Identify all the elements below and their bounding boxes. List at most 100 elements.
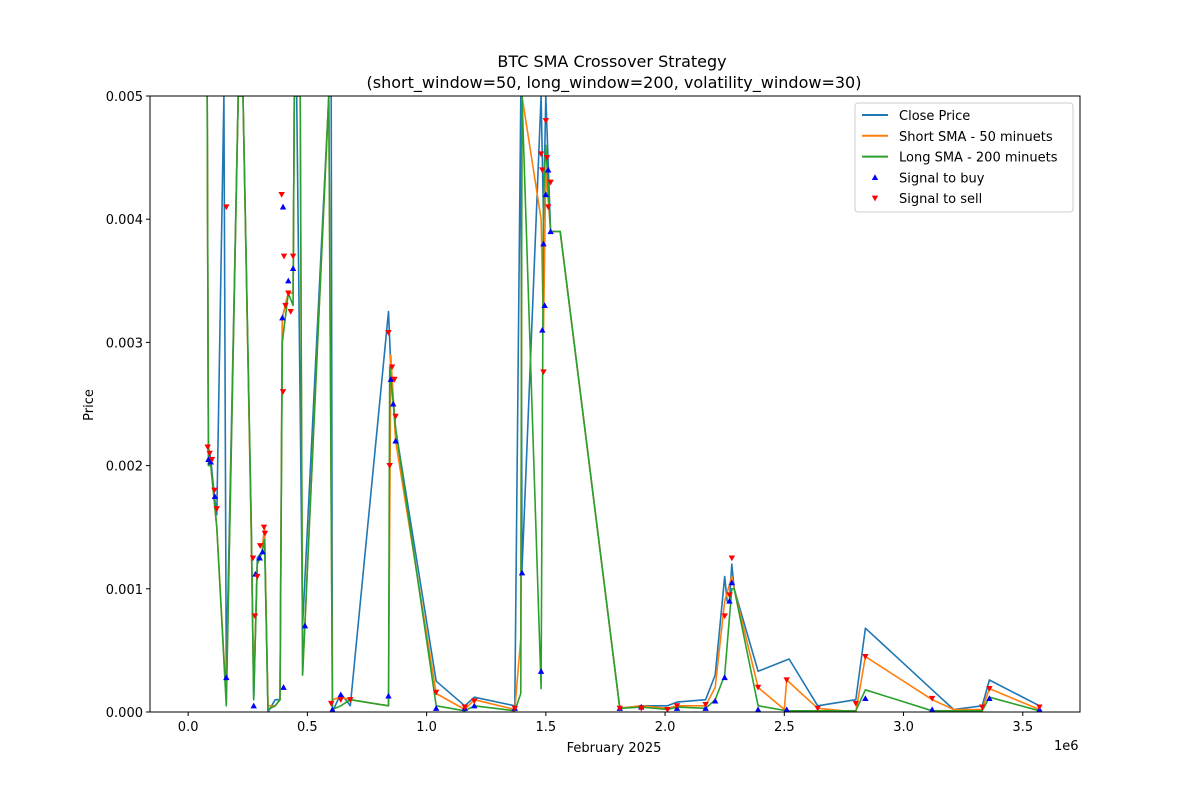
sell-signal-marker [471, 698, 478, 705]
sell-signal-marker [542, 118, 550, 124]
buy-signal-marker [385, 692, 392, 699]
y-axis: 0.000 0.001 0.002 0.003 0.004 0.005 [106, 90, 150, 721]
buy-signal-marker [862, 695, 869, 702]
x-axis-offset-text: 1e6 [1054, 739, 1079, 754]
sell-signal-marker [337, 697, 344, 703]
sell-signal-marker [261, 530, 269, 537]
y-tick-label: 0.003 [106, 336, 143, 351]
buy-signal-marker [721, 674, 728, 681]
y-axis-label: Price [82, 389, 97, 421]
buy-signal-marker [537, 668, 545, 674]
buy-signal-marker [542, 191, 550, 198]
x-tick-label: 1.0 [416, 720, 437, 735]
sell-signal-marker [511, 705, 519, 712]
buy-signal-marker [728, 579, 736, 586]
buy-signal-marker [207, 458, 215, 465]
legend: Close Price Short SMA - 50 minuets Long SM… [854, 102, 1074, 213]
sell-signal-marker [211, 487, 218, 494]
buy-signal-marker [547, 228, 554, 235]
x-tick-label: 1.5 [536, 720, 557, 735]
sell-signal-marker [537, 151, 545, 158]
sell-signal-marker [979, 704, 986, 711]
x-axis: 0.0 0.5 1.0 1.5 2.0 2.5 3.0 3.5 [178, 712, 1033, 735]
buy-signal-marker [432, 705, 440, 711]
buy-signal-marker [387, 376, 395, 382]
x-tick-label: 2.0 [655, 720, 676, 735]
buy-signal-marker [337, 691, 344, 698]
chart-title: BTC SMA Crossover Strategy [497, 52, 726, 71]
sell-signal-marker [673, 703, 681, 710]
plot-frame [149, 95, 1081, 713]
sell-signal-marker [260, 524, 268, 531]
legend-label-close-price: Close Price [899, 109, 970, 124]
buy-signal-marker [702, 705, 709, 711]
sell-signal-marker [814, 705, 821, 712]
y-tick-label: 0.005 [106, 90, 143, 105]
buy-signal-marker [783, 706, 790, 712]
sell-signal-marker [392, 413, 399, 420]
buy-signal-marker [285, 277, 292, 284]
sell-signal-marker [547, 179, 554, 186]
buy-signal-marker [754, 706, 762, 712]
sell-signal-marker [726, 592, 733, 599]
sell-signal-marker [543, 155, 551, 161]
sell-signal-marker [721, 613, 728, 620]
sell-signal-marker [432, 689, 440, 696]
sell-signal-marker [328, 700, 335, 707]
sell-signal-marker [278, 192, 285, 198]
buy-signal-marker [289, 265, 297, 272]
sell-signal-marker [664, 706, 671, 712]
sell-signal-marker [213, 506, 220, 512]
sell-signal-marker [287, 309, 294, 315]
legend-label-signal-to-sell: Signal to sell [899, 192, 982, 207]
buy-signal-marker [301, 622, 309, 629]
x-tick-label: 2.5 [774, 720, 795, 735]
buy-signal-marker [726, 597, 733, 604]
sell-signal-marker [638, 705, 645, 712]
sell-signal-marker [862, 654, 869, 660]
buy-signal-marker [540, 240, 547, 247]
y-tick-label: 0.002 [106, 460, 143, 475]
sell-signal-marker [256, 543, 264, 549]
sell-signal-marker [852, 700, 860, 707]
buy-signal-marker [545, 166, 552, 173]
sell-signal-marker [279, 389, 287, 395]
sell-signal-marker [249, 555, 257, 562]
legend-label-short-sma-50-minuets: Short SMA - 50 minuets [899, 130, 1053, 145]
x-tick-label: 3.5 [1012, 720, 1033, 735]
sell-signal-marker [928, 695, 936, 702]
sell-signal-marker [347, 697, 354, 703]
sell-signal-marker [204, 444, 211, 451]
buy-signal-marker [329, 706, 336, 712]
sell-signal-marker [386, 463, 393, 469]
sell-signal-marker [223, 204, 230, 211]
sell-signal-marker [388, 364, 396, 371]
sell-signal-marker [540, 369, 547, 376]
sell-signal-marker [754, 684, 762, 691]
y-tick-label: 0.004 [106, 213, 143, 228]
buy-signal-marker [250, 702, 257, 709]
buy-signal-marker [711, 697, 719, 704]
buy-signal-marker [471, 702, 478, 709]
sell-signal-marker [206, 450, 213, 457]
y-tick-label: 0.000 [106, 706, 143, 721]
sell-signal-marker [1036, 704, 1043, 711]
buy-signal-marker [223, 674, 230, 681]
sell-signal-marker [251, 613, 259, 620]
sell-signal-marker [783, 677, 790, 684]
legend-swatch-signal-to-buy [871, 174, 879, 180]
sell-signal-marker [702, 702, 709, 708]
buy-signal-marker [279, 203, 287, 210]
sell-signal-marker [986, 686, 993, 692]
legend-box [854, 102, 1074, 213]
buy-signal-marker [539, 326, 546, 333]
sell-signal-marker [282, 302, 289, 309]
y-tick-label: 0.001 [106, 583, 143, 598]
sell-signal-marker [385, 329, 392, 336]
buy-signal-marker [518, 569, 526, 576]
sell-signal-marker [254, 573, 261, 580]
buy-signal-marker [929, 706, 936, 712]
legend-swatch-signal-to-sell [871, 195, 879, 202]
x-tick-label: 0.0 [178, 720, 199, 735]
